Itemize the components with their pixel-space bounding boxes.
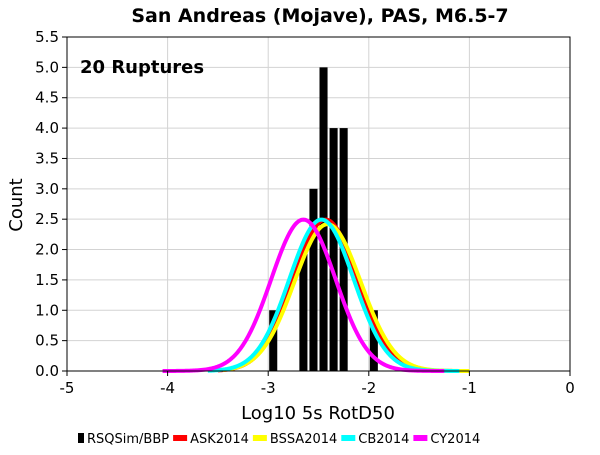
y-axis-label: Count [6, 178, 27, 231]
x-tick-label: -4 [160, 379, 175, 397]
legend-label: CB2014 [358, 432, 409, 447]
legend-swatch [413, 435, 428, 441]
legend-label: ASK2014 [190, 432, 249, 447]
y-tick-label: 1.0 [35, 301, 59, 319]
legend-swatch [252, 435, 267, 441]
y-tick-label: 4.5 [35, 89, 59, 107]
series-line [161, 217, 445, 373]
y-tick-label: 2.5 [35, 210, 59, 228]
x-tick-label: -5 [60, 379, 75, 397]
y-tick-label: 1.5 [35, 271, 59, 289]
y-tick-label: 5.5 [35, 28, 59, 46]
legend-label: BSSA2014 [270, 432, 337, 447]
grid-lines [66, 36, 571, 372]
legend-swatch [173, 435, 188, 441]
legend-label: RSQSim/BBP [87, 432, 169, 447]
y-tick-label: 5.0 [35, 58, 59, 76]
x-axis-ticks: -5 -4 -3 -2 -1 0 [60, 371, 575, 397]
legend-label: CY2014 [430, 432, 480, 447]
y-axis-ticks: 0.0 0.5 1.0 1.5 2.0 2.5 3.0 3.5 4.0 4.5 5.0 5.5 [35, 28, 67, 380]
x-tick-label: -1 [462, 379, 477, 397]
y-tick-label: 0.5 [35, 332, 59, 350]
y-tick-label: 3.5 [35, 149, 59, 167]
distribution-curves [161, 217, 471, 373]
y-tick-label: 3.0 [35, 180, 59, 198]
histogram-bar [269, 310, 278, 371]
plot-frame [66, 36, 571, 372]
y-tick-label: 2.0 [35, 241, 59, 259]
legend-swatch [341, 435, 356, 441]
legend: RSQSim/BBP ASK2014 BSSA2014 CB2014 CY2014 [78, 432, 480, 447]
x-axis-label: Log10 5s RotD50 [241, 403, 395, 424]
x-tick-label: -3 [261, 379, 276, 397]
y-tick-label: 0.0 [35, 362, 59, 380]
x-tick-label: -2 [361, 379, 376, 397]
rupture-count-annotation: 20 Ruptures [80, 57, 204, 78]
histogram-bar [299, 249, 308, 371]
histogram-bar [309, 188, 318, 371]
chart-title: San Andreas (Mojave), PAS, M6.5-7 [131, 5, 508, 27]
histogram-bar [369, 310, 378, 371]
legend-swatch [78, 433, 84, 443]
histogram-bar [329, 128, 338, 371]
y-tick-label: 4.0 [35, 119, 59, 137]
x-tick-label: 0 [565, 379, 575, 397]
